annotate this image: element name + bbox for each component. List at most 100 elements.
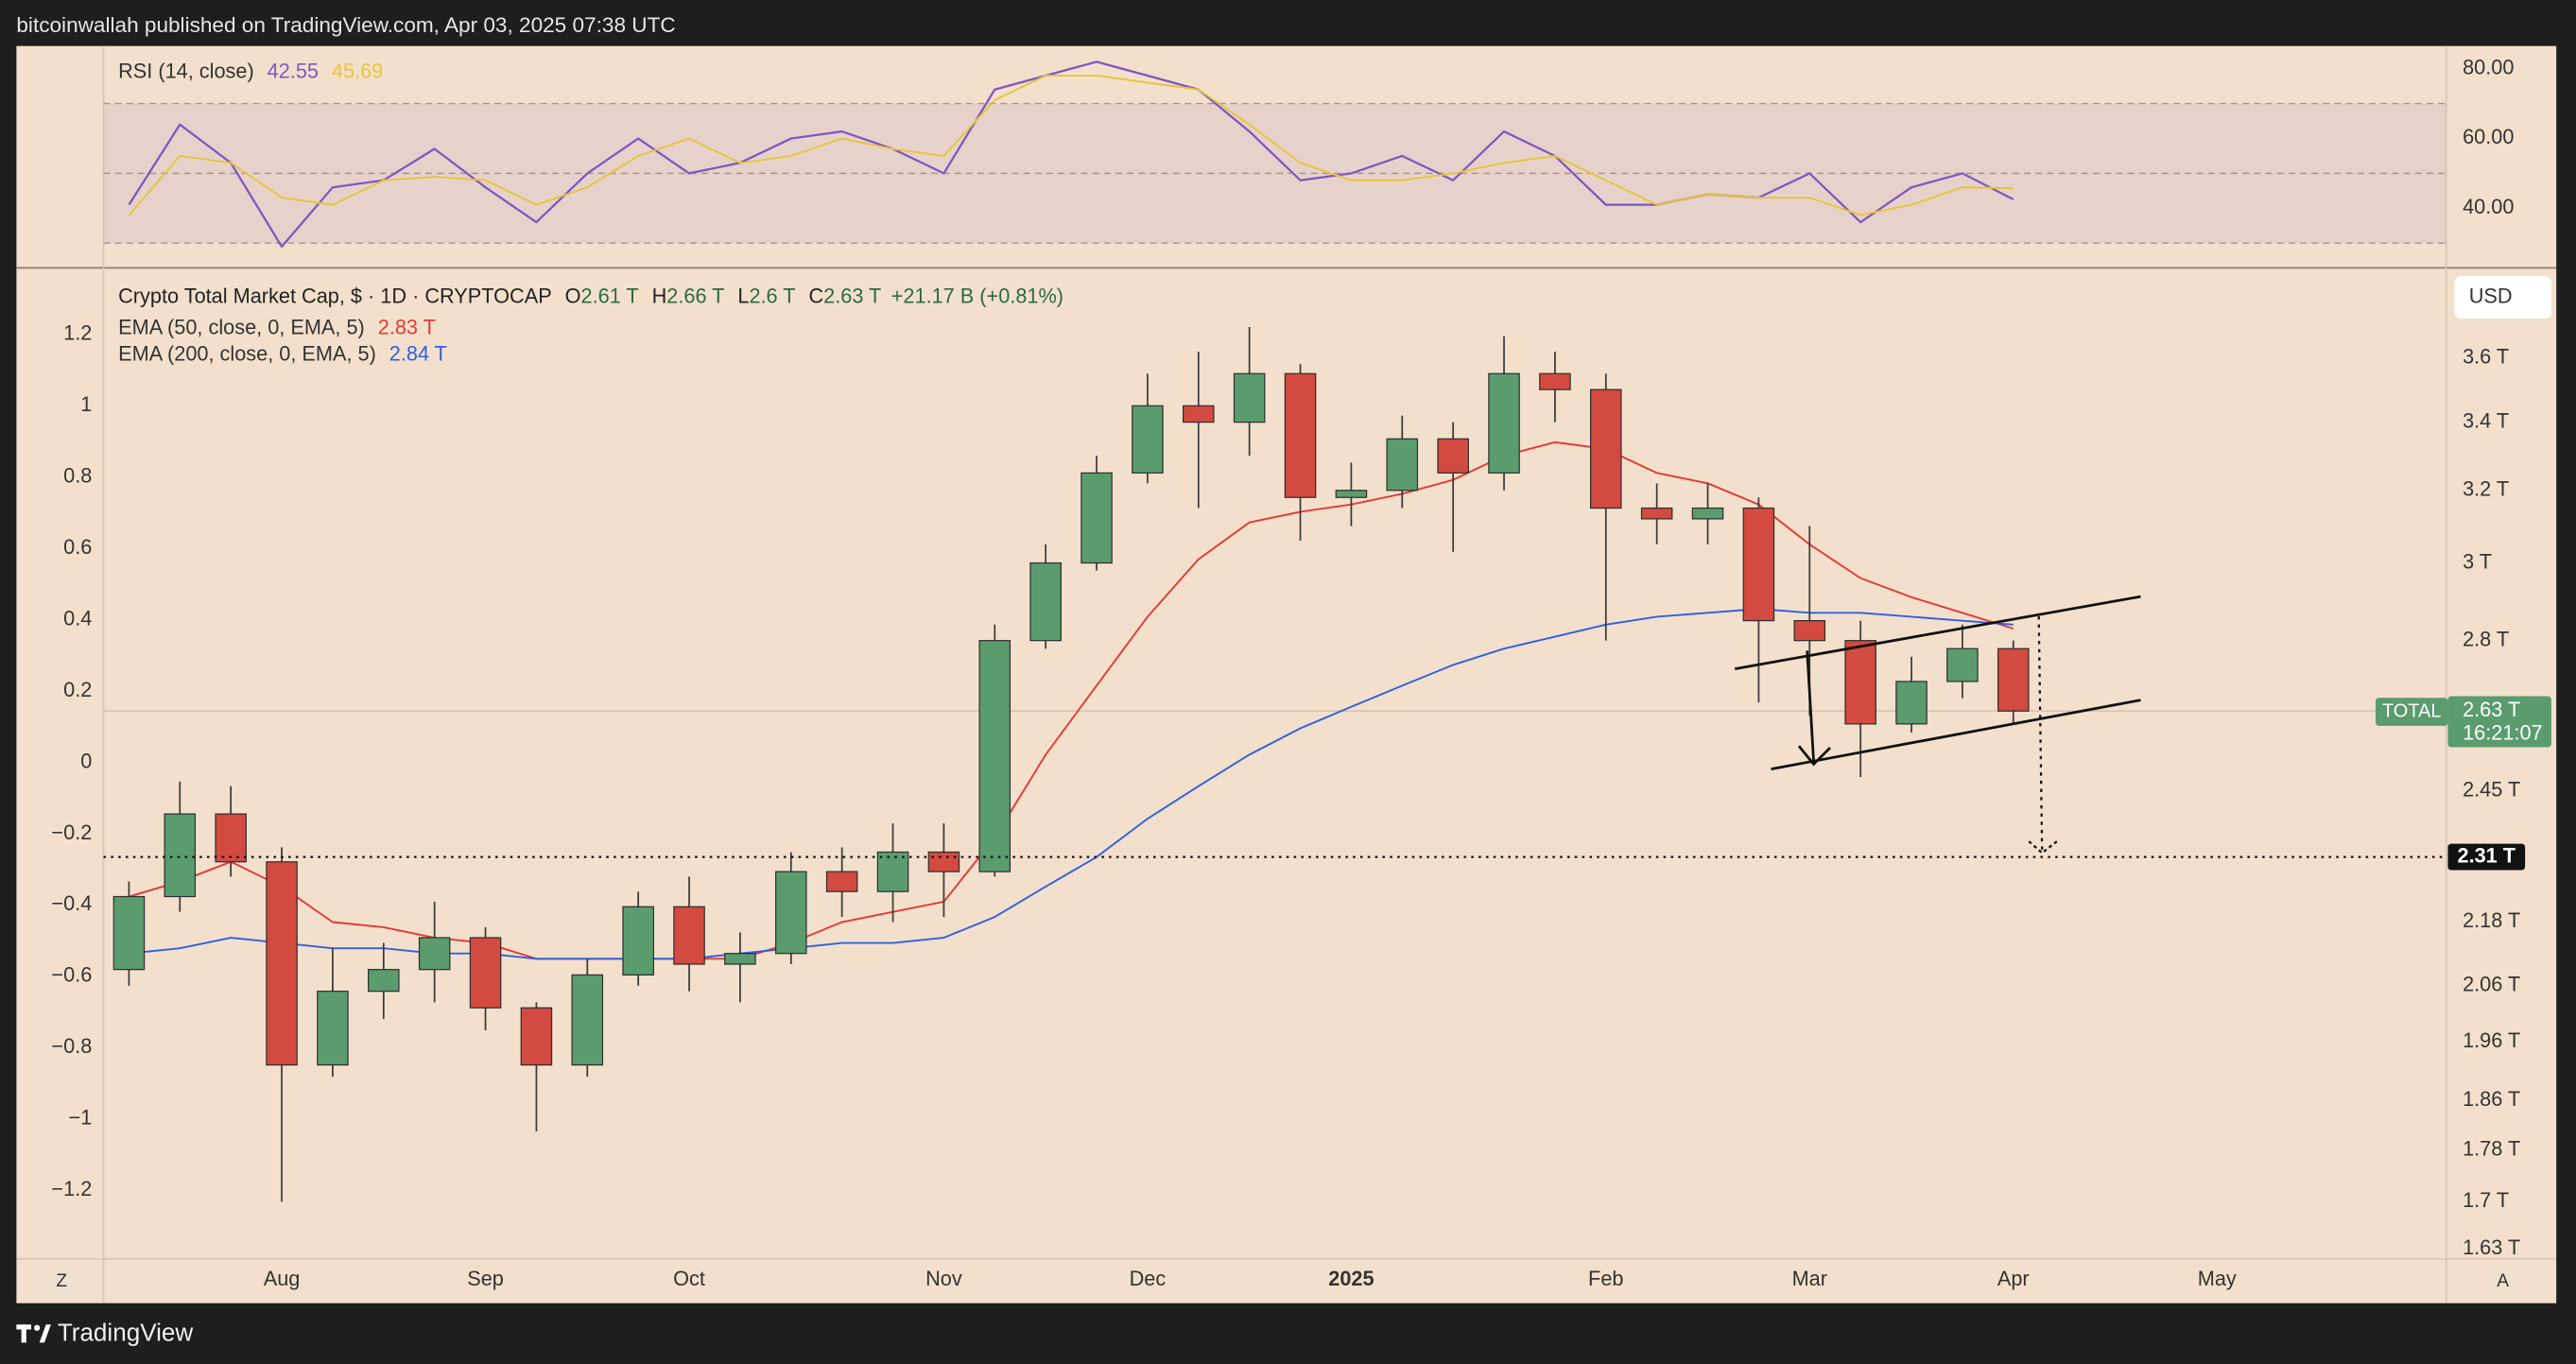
candle-body (1895, 681, 1928, 725)
legend-text: RSI (14, close) (118, 59, 254, 82)
target-level-box (2447, 843, 2526, 871)
candle-body (978, 640, 1011, 872)
scale-button-label[interactable]: Z (56, 1271, 67, 1291)
time-tick-label: Oct (673, 1267, 705, 1290)
drawings (1734, 595, 2141, 855)
price-box (2447, 696, 2551, 748)
candle-body (520, 1007, 553, 1066)
candle-body (317, 991, 349, 1066)
currency-button[interactable] (2454, 276, 2551, 319)
price-tick-label: 2.06 T (2463, 973, 2520, 996)
candle-body (1284, 372, 1317, 498)
legend-text: 42.55 (268, 59, 319, 82)
legend-text: L (737, 284, 749, 307)
price-tick-label: 1.78 T (2463, 1136, 2520, 1160)
left-tick-label: −0.2 (51, 820, 92, 844)
scale-button-label[interactable]: A (2497, 1271, 2509, 1291)
price-countdown: 16:21:07 (2463, 720, 2543, 744)
chart-background (16, 45, 2557, 1304)
left-tick-label: 0.6 (63, 535, 92, 559)
legend-text: 45.69 (332, 59, 383, 82)
brand-logo (16, 1324, 51, 1343)
price-tick-label: 1.86 T (2463, 1087, 2520, 1111)
rsi-legend: RSI (14, close) 42.55 45.69 (118, 59, 383, 82)
logo-part (21, 1324, 26, 1343)
time-tick-label: Aug (264, 1267, 301, 1290)
currency-label[interactable]: USD (2469, 284, 2513, 307)
logo-part (39, 1324, 51, 1343)
time-tick-label: May (2198, 1267, 2237, 1290)
left-tick-label: 0.2 (63, 678, 92, 701)
rsi-tick-label: 60.00 (2463, 125, 2514, 148)
legend-text: 2.83 T (378, 315, 436, 338)
time-tick-label: Dec (1130, 1267, 1167, 1290)
time-tick-label: Sep (467, 1267, 504, 1290)
arrow-shaft (1806, 650, 1816, 763)
price-name-box (2375, 698, 2448, 726)
scale-button[interactable] (47, 1267, 76, 1295)
left-tick-label: 1.2 (63, 321, 92, 345)
time-tick-label: 2025 (1328, 1267, 1374, 1290)
price-tick-label: 1.63 T (2463, 1235, 2520, 1259)
channel-lower (1771, 699, 2141, 771)
candle-body (1386, 438, 1419, 492)
time-tick-label: Nov (925, 1267, 962, 1290)
price-tick-label: 1.96 T (2463, 1028, 2520, 1052)
candle-body (1437, 438, 1469, 474)
legend-text: 2.61 T (581, 284, 639, 307)
price-name: TOTAL (2382, 700, 2442, 721)
candle-body (876, 851, 909, 892)
price-tick-label: 2.8 T (2463, 627, 2509, 650)
price-tick-label: 2.45 T (2463, 777, 2520, 801)
candle-body (1335, 490, 1368, 498)
main-legend: Crypto Total Market Cap, $ · 1D · CRYPTO… (118, 284, 1063, 307)
left-tick-label: 0.4 (63, 606, 92, 630)
left-tick-label: 1 (80, 392, 92, 416)
candle-body (418, 937, 451, 971)
candle-body (1742, 507, 1775, 622)
candle-body (571, 974, 604, 1066)
candle-body (825, 871, 858, 892)
legend-text: EMA (50, close, 0, EMA, 5) (118, 315, 365, 338)
published-note: bitcoinwallah published on TradingView.c… (16, 13, 675, 37)
legend-text: O (565, 284, 581, 307)
logo-part (33, 1324, 41, 1331)
rsi-tick-label: 80.00 (2463, 55, 2514, 78)
candle-body (1997, 647, 2030, 712)
legend-text: 2.66 T (666, 284, 724, 307)
legend-text: +21.17 B (+0.81%) (891, 284, 1063, 307)
candle-body (112, 895, 146, 971)
candle-body (724, 953, 756, 965)
channel-upper (1734, 595, 2141, 670)
candle-body (1640, 507, 1673, 520)
rsi-tick-label: 40.00 (2463, 195, 2514, 218)
time-tick-label: Mar (1792, 1267, 1827, 1290)
legend-text: H (652, 284, 667, 307)
scale-button[interactable] (2488, 1267, 2517, 1295)
left-tick-label: −0.4 (51, 891, 92, 915)
candle-body (266, 861, 298, 1066)
arrow-head (1797, 745, 1831, 767)
brand-name: TradingView (58, 1319, 194, 1347)
price-value: 2.63 T (2463, 698, 2520, 721)
candle-body (1793, 620, 1826, 642)
candle-body (775, 871, 807, 955)
left-tick-label: −0.6 (51, 963, 92, 987)
legend-text: 2.84 T (389, 341, 447, 365)
candle-body (1183, 405, 1215, 423)
candle-body (1946, 647, 1979, 682)
left-tick-label: −1 (69, 1106, 93, 1130)
time-tick-label: Apr (1997, 1267, 2030, 1290)
rsi-line (128, 75, 2014, 216)
left-tick-label: 0.8 (63, 464, 92, 488)
left-tick-label: −1.2 (51, 1177, 92, 1200)
candle-body (368, 969, 400, 993)
left-tick-label: −0.8 (51, 1034, 92, 1058)
candle-body (927, 851, 960, 872)
time-tick-label: Feb (1588, 1267, 1623, 1290)
candle-body (1590, 388, 1622, 509)
target-arrow-shaft (2037, 615, 2044, 850)
candle-body (1488, 372, 1520, 474)
